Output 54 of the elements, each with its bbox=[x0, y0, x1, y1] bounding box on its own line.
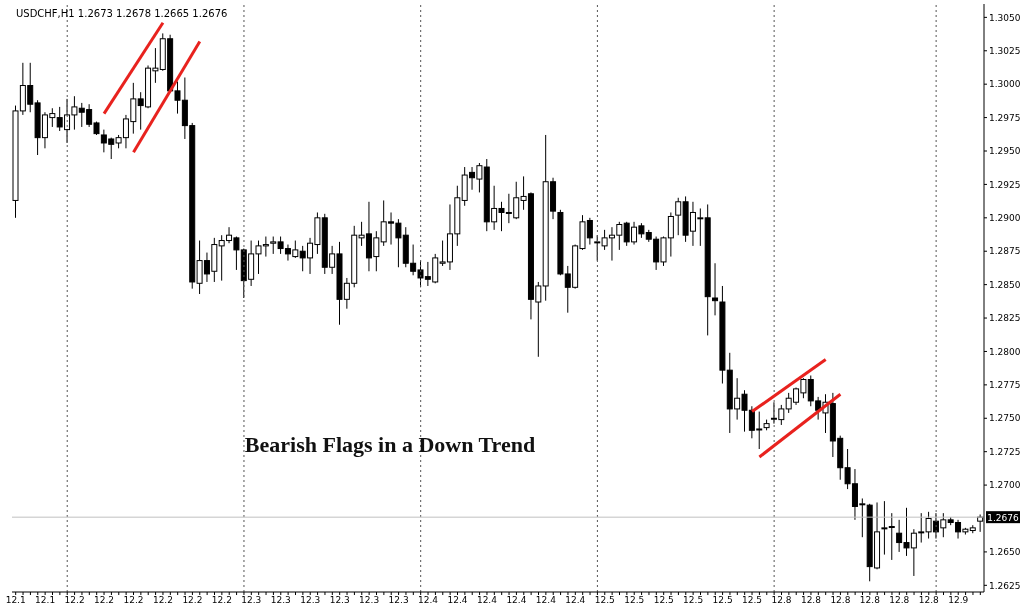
x-tick-label: 12.5 bbox=[624, 595, 645, 606]
x-tick-label: 12.2 bbox=[152, 595, 173, 606]
y-tick-label: 1.3025 bbox=[989, 45, 1021, 56]
chart-subtitle: USDCHF,H1 1.2673 1.2678 1.2665 1.2676 bbox=[16, 8, 228, 19]
y-tick-label: 1.3000 bbox=[989, 79, 1021, 90]
y-tick-label: 1.2625 bbox=[989, 580, 1021, 591]
y-tick-label: 1.2700 bbox=[989, 480, 1021, 491]
x-tick-label: 12.8 bbox=[800, 595, 822, 606]
x-tick-label: 12.9 bbox=[948, 595, 969, 606]
y-tick-label: 1.2650 bbox=[989, 547, 1021, 558]
x-tick-label: 12.4 bbox=[447, 595, 468, 606]
x-tick-label: 12.3 bbox=[359, 595, 380, 606]
x-tick-label: 12.8 bbox=[771, 595, 792, 606]
x-tick-label: 12.2 bbox=[123, 595, 144, 606]
ref-line-label: 1.2676 bbox=[987, 513, 1020, 524]
x-tick-label: 12.3 bbox=[270, 595, 291, 606]
y-tick-label: 1.2775 bbox=[989, 380, 1021, 391]
x-tick-label: 12.8 bbox=[830, 595, 851, 606]
x-tick-label: 12.2 bbox=[94, 595, 115, 606]
x-tick-label: 12.1 bbox=[5, 595, 26, 606]
x-tick-label: 12.2 bbox=[211, 595, 232, 606]
y-tick-label: 1.2825 bbox=[989, 313, 1021, 324]
y-tick-label: 1.2750 bbox=[989, 413, 1021, 424]
x-tick-label: 12.5 bbox=[742, 595, 763, 606]
y-tick-label: 1.2850 bbox=[989, 279, 1021, 290]
x-tick-label: 12.4 bbox=[418, 595, 439, 606]
x-tick-label: 12.4 bbox=[476, 595, 498, 606]
y-tick-label: 1.2800 bbox=[989, 346, 1021, 357]
x-tick-label: 12.8 bbox=[918, 595, 940, 606]
y-tick-label: 1.2725 bbox=[989, 446, 1021, 457]
x-tick-label: 12.5 bbox=[712, 595, 733, 606]
x-tick-label: 12.5 bbox=[683, 595, 704, 606]
x-tick-label: 12.5 bbox=[594, 595, 615, 606]
x-tick-label: 12.3 bbox=[300, 595, 321, 606]
x-tick-label: 12.2 bbox=[182, 595, 203, 606]
x-tick-label: 12.3 bbox=[329, 595, 350, 606]
x-tick-label: 12.4 bbox=[506, 595, 527, 606]
y-tick-label: 1.3050 bbox=[989, 12, 1021, 23]
y-tick-label: 1.2925 bbox=[989, 179, 1021, 190]
y-tick-label: 1.2975 bbox=[989, 112, 1021, 123]
x-tick-label: 12.3 bbox=[388, 595, 409, 606]
x-tick-label: 12.2 bbox=[64, 595, 85, 606]
x-tick-label: 12.8 bbox=[889, 595, 910, 606]
candlestick bbox=[712, 262, 719, 316]
x-tick-label: 12.4 bbox=[535, 595, 557, 606]
y-tick-label: 1.2875 bbox=[989, 246, 1021, 257]
x-tick-label: 12.4 bbox=[565, 595, 586, 606]
x-tick-label: 12.1 bbox=[35, 595, 56, 606]
x-tick-label: 12.3 bbox=[241, 595, 262, 606]
x-tick-label: 12.8 bbox=[859, 595, 881, 606]
annotation: Bearish Flags in a Down Trend bbox=[243, 432, 537, 458]
y-tick-label: 1.2900 bbox=[989, 213, 1021, 224]
y-tick-label: 1.2950 bbox=[989, 146, 1021, 157]
x-tick-label: 12.5 bbox=[653, 595, 674, 606]
